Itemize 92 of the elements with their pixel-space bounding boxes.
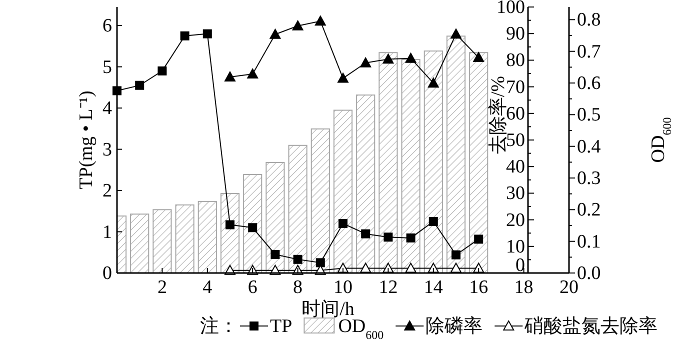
- point: [135, 80, 144, 90]
- bar: [469, 52, 488, 273]
- y3-tick-label: 0.5: [577, 104, 601, 126]
- y-tick-label: 5: [102, 56, 112, 78]
- x-tick-label: 4: [202, 277, 213, 298]
- point: [226, 220, 234, 230]
- bar: [266, 162, 285, 273]
- point: [428, 262, 439, 273]
- point: [338, 262, 348, 273]
- y2-tick-label: 30: [506, 183, 525, 204]
- point: [450, 262, 462, 273]
- x-tick-label: 20: [560, 277, 578, 298]
- point: [452, 250, 460, 260]
- point: [405, 52, 416, 63]
- x-tick-label: 12: [378, 277, 398, 298]
- y2-tick-label: 50: [506, 130, 525, 151]
- point: [270, 250, 280, 259]
- point: [224, 71, 236, 82]
- point: [450, 28, 462, 39]
- point: [473, 262, 484, 273]
- point: [314, 16, 326, 26]
- legend-title: 注：: [200, 315, 238, 337]
- bar: [243, 174, 262, 273]
- y3-tick-label: 0.1: [577, 231, 601, 252]
- bar: [401, 59, 420, 273]
- y2-tick-label: 20: [506, 210, 525, 231]
- x-tick-label: 14: [424, 277, 444, 298]
- point: [361, 229, 370, 238]
- point: [382, 54, 394, 64]
- y3-tick-label: 0.4: [577, 136, 602, 158]
- point: [316, 258, 325, 268]
- y-tick-label: 2: [102, 180, 112, 202]
- point: [248, 223, 258, 232]
- bar: [333, 110, 353, 273]
- bar: [288, 144, 308, 273]
- point: [338, 219, 348, 228]
- y3-tick-label: 0.3: [577, 168, 601, 189]
- y3-tick-label: 0.2: [577, 200, 601, 221]
- point: [293, 254, 302, 264]
- point: [270, 28, 281, 39]
- point: [247, 68, 258, 79]
- x-tick-label: 16: [469, 277, 488, 298]
- bar: [198, 200, 217, 273]
- point: [382, 262, 394, 273]
- point: [292, 20, 304, 30]
- y3-tick-label: 0.6: [577, 73, 601, 94]
- y2-tick-label: 70: [506, 76, 525, 98]
- x-tick-label: 18: [514, 277, 534, 298]
- x-tick-label: 8: [293, 277, 303, 298]
- point: [474, 234, 484, 244]
- y3-tick-label: 0.0: [577, 263, 601, 284]
- bar: [152, 209, 172, 273]
- y-tick-label: 4: [102, 98, 112, 120]
- bar: [175, 204, 194, 273]
- point: [406, 233, 416, 242]
- y2-tick-label: 60: [506, 103, 525, 124]
- legend-label: 除磷率: [426, 315, 483, 337]
- x-tick-label: 6: [248, 277, 258, 298]
- bar: [378, 52, 398, 273]
- point: [360, 57, 372, 68]
- legend-label: TP: [270, 316, 292, 337]
- bar: [310, 128, 330, 273]
- y2-tick-label: 90: [506, 24, 525, 45]
- x-tick-label: 2: [157, 277, 167, 298]
- point: [384, 232, 393, 242]
- bar: [356, 94, 376, 273]
- point: [180, 31, 190, 40]
- point: [158, 66, 167, 76]
- y-tick-label: 3: [102, 139, 112, 160]
- y2-tick-label: 0: [516, 255, 525, 276]
- point: [405, 262, 416, 273]
- point: [202, 29, 212, 38]
- y-tick-label: 1: [102, 222, 112, 243]
- y3-tick-label: 0.8: [577, 10, 601, 31]
- y2-tick-label: 100: [496, 0, 525, 18]
- bar: [130, 214, 150, 273]
- y-tick-label: 6: [102, 16, 112, 37]
- bar: [424, 50, 443, 273]
- point: [360, 262, 372, 273]
- y2-tick-label: 80: [506, 50, 525, 72]
- point: [428, 216, 438, 226]
- y-axis-title: TP(mg • L⁻¹): [76, 90, 97, 190]
- y3-tick-label: 0.7: [577, 41, 601, 62]
- point: [338, 72, 348, 83]
- point: [428, 78, 439, 88]
- legend-label: 硝酸盐氮去除率: [524, 315, 658, 337]
- y-tick-label: 0: [102, 263, 112, 284]
- bar: [446, 36, 466, 273]
- point: [473, 52, 484, 62]
- x-tick-label: 10: [334, 277, 352, 298]
- y2-tick-label: 40: [506, 156, 525, 178]
- y2-tick-label: 10: [506, 236, 525, 258]
